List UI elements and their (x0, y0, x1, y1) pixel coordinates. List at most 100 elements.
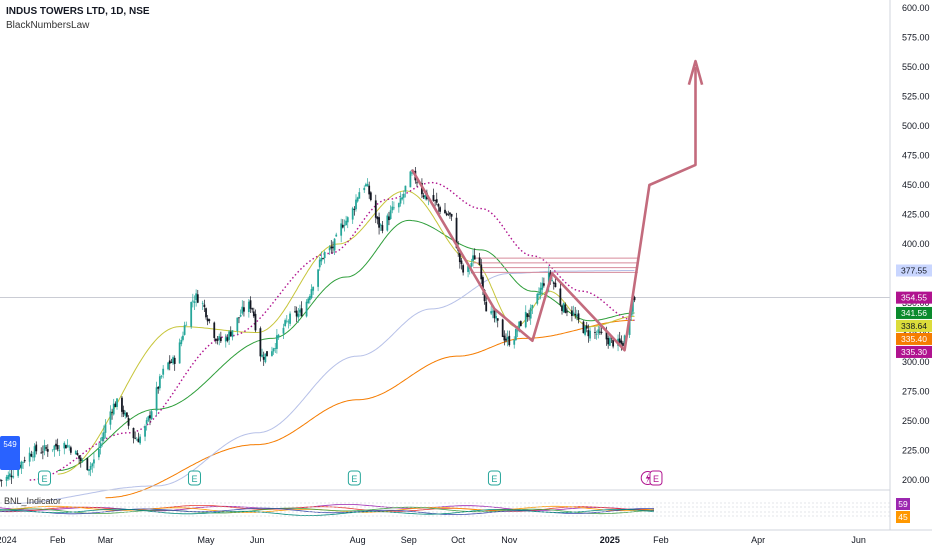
candle-body (0, 480, 3, 481)
candle-body (531, 304, 534, 308)
candle-body (170, 362, 173, 363)
candle-body (559, 288, 562, 305)
earnings-marker[interactable] (347, 470, 361, 486)
candle-body (68, 446, 71, 448)
candle-body (86, 458, 89, 471)
candle-body (12, 476, 15, 478)
projection-arrow-head[interactable] (687, 59, 704, 86)
candle-body (183, 325, 186, 335)
candle-body (364, 184, 367, 187)
price-label: 335.40 (901, 334, 927, 344)
candle-body (516, 330, 519, 332)
earnings-marker[interactable] (38, 470, 51, 486)
indicator-value-badge (896, 511, 910, 523)
candle-body (424, 194, 427, 199)
x-tick-label: Jun (250, 535, 265, 545)
candle-body (215, 338, 217, 341)
y-tick-label: 550.00 (902, 62, 930, 72)
candle-body (346, 217, 349, 223)
candle-body (112, 403, 115, 415)
candle-body (193, 301, 196, 303)
candle-body (409, 171, 412, 188)
y-tick-label: 475.00 (902, 151, 930, 161)
candle-body (69, 447, 72, 453)
candle-body (562, 303, 565, 312)
y-tick-label: 300.00 (902, 357, 930, 367)
candle-body (295, 310, 298, 317)
candle-body (206, 318, 209, 322)
candle-body (168, 360, 171, 364)
candle-body (185, 324, 188, 326)
candle-body (28, 452, 31, 462)
candle-body (79, 457, 82, 462)
x-axis[interactable]: 2024 Feb Mar May Jun Aug Sep Oct Nov 2025 Feb Apr Ju… (0, 529, 932, 545)
x-tick-label: Oct (451, 535, 466, 545)
candle-body (599, 331, 601, 333)
y-tick-label: 250.00 (902, 416, 930, 426)
candle-body (149, 415, 151, 419)
candle-body (330, 246, 333, 249)
price-label: 377.55 (901, 265, 927, 275)
candle-body (472, 255, 474, 262)
y-tick-label: 400.00 (902, 239, 930, 249)
candle-body (160, 375, 163, 377)
candle-body (478, 257, 481, 265)
y-tick-label: 525.00 (902, 92, 930, 102)
candle-body (388, 216, 390, 221)
candle-body (378, 217, 380, 228)
candle-body (622, 343, 624, 346)
candle-body (157, 386, 160, 389)
candle-body (541, 282, 544, 290)
candle-body (458, 252, 461, 263)
candle-body (538, 293, 540, 295)
candle-body (213, 322, 216, 338)
candle-body (46, 449, 49, 452)
candle-body (399, 198, 402, 204)
earnings-marker[interactable] (187, 470, 201, 486)
candle-body (228, 331, 230, 340)
candle-body (284, 320, 287, 326)
candle-body (93, 459, 95, 464)
projection-path[interactable] (410, 67, 697, 352)
candle-body (547, 272, 550, 288)
candle-body (205, 308, 207, 318)
candle-body (496, 318, 499, 321)
candle-body (216, 339, 219, 341)
candle-body (437, 203, 440, 207)
candle-body (247, 301, 250, 313)
candle-body (173, 357, 176, 364)
earnings-marker[interactable] (487, 470, 501, 486)
candle-body (366, 183, 369, 187)
pattern-drawing[interactable] (410, 59, 704, 352)
candle-body (139, 436, 141, 444)
candle-body (81, 460, 84, 461)
candle-body (158, 376, 161, 389)
candle-body (561, 305, 563, 311)
candle-body (542, 283, 545, 286)
indicator-label: BNL_Indicator (4, 496, 62, 506)
candle-body (323, 251, 326, 259)
candle-body (526, 313, 529, 317)
candle-body (66, 445, 69, 447)
upcoming-earnings-marker[interactable] (649, 470, 663, 486)
candle-body (612, 339, 615, 347)
candle-body (190, 302, 193, 327)
candle-body (76, 452, 79, 456)
candle-body (261, 354, 263, 357)
candle-body (501, 319, 504, 337)
candle-body (402, 193, 405, 198)
y-tick-label: 600.00 (902, 3, 930, 13)
candle-body (63, 442, 66, 449)
indicator-line (0, 506, 655, 515)
candle-body (485, 301, 488, 312)
candle-body (566, 311, 568, 313)
candle-body (78, 455, 81, 459)
candle-body (353, 209, 356, 210)
candle-body (162, 368, 165, 375)
candle-body (89, 465, 92, 470)
candle-body (58, 450, 61, 452)
candle-body (575, 314, 578, 317)
candle-body (310, 289, 313, 298)
